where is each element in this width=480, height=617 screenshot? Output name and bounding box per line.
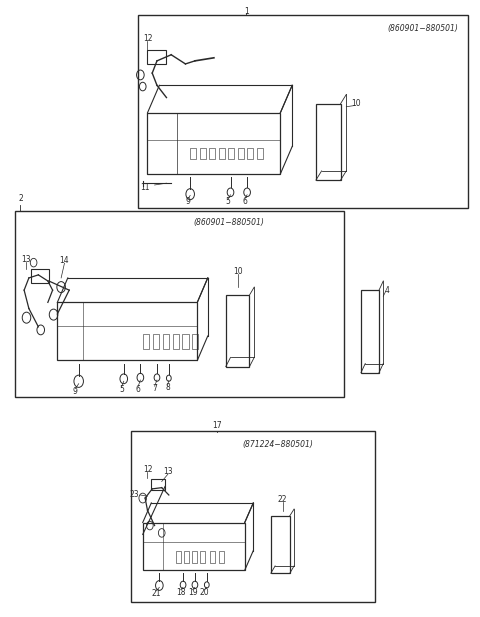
Text: 21: 21: [151, 589, 161, 598]
Text: 9: 9: [73, 386, 78, 395]
Text: 2: 2: [18, 194, 23, 203]
Text: 5: 5: [119, 386, 124, 394]
Text: 6: 6: [135, 385, 141, 394]
Text: 18: 18: [176, 588, 185, 597]
Text: (860901−880501): (860901−880501): [387, 24, 458, 33]
Bar: [147, 51, 167, 64]
Bar: [138, 15, 468, 207]
Text: 19: 19: [188, 588, 197, 597]
Text: 12: 12: [143, 34, 152, 43]
Bar: [192, 334, 198, 349]
Bar: [57, 302, 197, 360]
Bar: [173, 334, 179, 349]
Bar: [219, 551, 224, 563]
Bar: [209, 147, 216, 159]
Text: 20: 20: [200, 588, 209, 597]
Bar: [153, 334, 159, 349]
Bar: [316, 104, 341, 180]
Text: 1: 1: [244, 7, 249, 16]
Bar: [147, 113, 177, 174]
Bar: [361, 290, 379, 373]
Bar: [190, 147, 196, 159]
Bar: [226, 295, 250, 366]
Bar: [200, 551, 205, 563]
Bar: [228, 147, 234, 159]
Text: 11: 11: [140, 183, 150, 192]
Text: 6: 6: [242, 197, 247, 206]
Bar: [131, 431, 375, 602]
Bar: [210, 551, 215, 563]
Bar: [247, 147, 253, 159]
Bar: [143, 334, 149, 349]
Bar: [192, 551, 197, 563]
Text: 5: 5: [226, 197, 230, 206]
Text: 8: 8: [165, 384, 170, 392]
Text: 13: 13: [163, 467, 173, 476]
Bar: [271, 516, 290, 573]
Bar: [182, 334, 189, 349]
Bar: [163, 334, 169, 349]
Bar: [14, 210, 344, 397]
Bar: [257, 147, 263, 159]
Text: 17: 17: [213, 421, 222, 431]
Text: 7: 7: [152, 384, 157, 393]
Text: 10: 10: [351, 99, 361, 108]
Bar: [176, 551, 181, 563]
Bar: [31, 270, 49, 283]
Text: (871224−880501): (871224−880501): [242, 440, 313, 449]
Text: 23: 23: [130, 491, 140, 500]
Text: (860901−880501): (860901−880501): [193, 218, 264, 227]
Text: 10: 10: [233, 267, 242, 276]
Bar: [151, 479, 165, 490]
Bar: [147, 113, 280, 174]
Bar: [219, 147, 225, 159]
Text: 14: 14: [60, 256, 69, 265]
Text: 9: 9: [185, 197, 190, 206]
Bar: [143, 523, 245, 570]
Text: 12: 12: [143, 465, 152, 474]
Text: 13: 13: [22, 255, 31, 264]
Bar: [184, 551, 189, 563]
Text: 4: 4: [384, 286, 389, 295]
Bar: [200, 147, 206, 159]
Text: 22: 22: [278, 495, 288, 503]
Bar: [238, 147, 244, 159]
